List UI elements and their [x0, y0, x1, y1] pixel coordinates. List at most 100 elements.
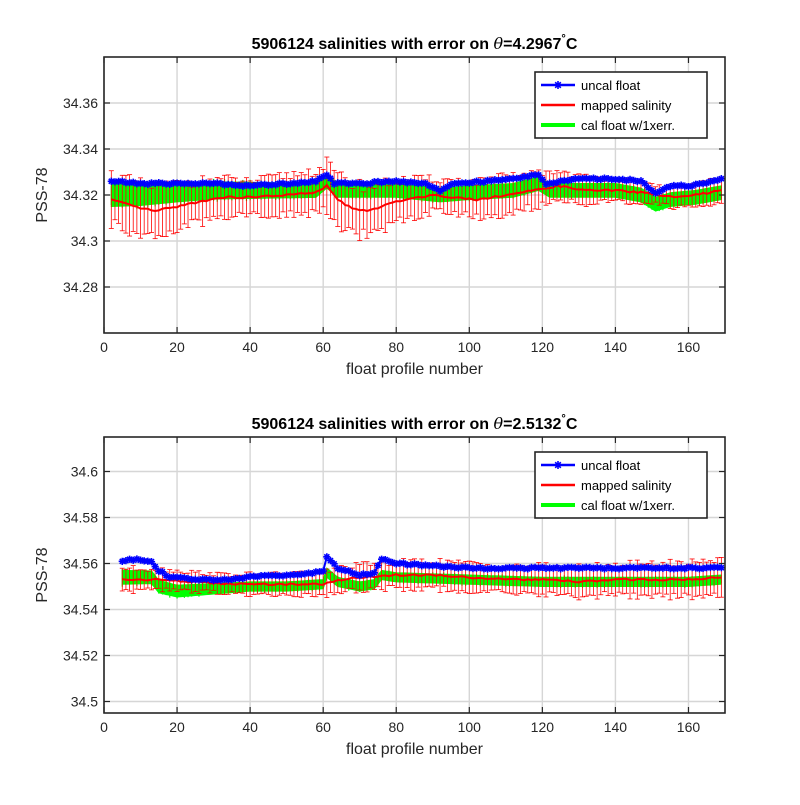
uncal-float-marker — [199, 575, 207, 583]
uncal-float-marker — [651, 189, 660, 197]
uncal-float-marker — [509, 564, 517, 572]
uncal-float-marker — [151, 179, 159, 187]
uncal-float-marker — [447, 563, 455, 571]
uncal-float-marker — [593, 564, 601, 572]
uncal-float-marker — [213, 179, 221, 187]
uncal-float-marker — [301, 570, 309, 578]
uncal-float-marker — [151, 562, 159, 571]
uncal-float-marker — [436, 562, 444, 570]
uncal-float-marker — [407, 178, 415, 186]
uncal-float-marker — [549, 179, 557, 187]
uncal-float-marker — [681, 565, 689, 573]
uncal-float-marker — [399, 559, 408, 567]
uncal-float-marker — [659, 186, 667, 194]
uncal-float-marker — [231, 181, 240, 190]
uncal-float-marker — [557, 177, 565, 185]
uncal-float-marker — [356, 572, 364, 580]
uncal-float-marker — [432, 561, 441, 569]
x-tick-label: 80 — [388, 719, 404, 735]
uncal-float-marker — [224, 576, 232, 584]
x-tick-label: 140 — [604, 719, 628, 735]
uncal-float-marker — [301, 178, 309, 187]
uncal-float-marker — [341, 179, 349, 187]
uncal-float-marker — [673, 564, 682, 573]
uncal-float-marker — [535, 564, 543, 572]
uncal-float-marker — [626, 175, 634, 183]
uncal-float-marker — [630, 176, 638, 184]
uncal-float-marker — [589, 564, 598, 572]
uncal-float-marker — [169, 573, 178, 581]
uncal-float-marker — [710, 177, 718, 185]
mapped-salinity-line — [122, 573, 722, 587]
uncal-float-marker — [363, 570, 371, 579]
uncal-float-marker — [209, 576, 218, 584]
uncal-float-marker — [378, 555, 386, 563]
y-axis-label: PSS-78 — [34, 167, 51, 222]
uncal-float-marker — [608, 565, 616, 573]
uncal-float-marker — [567, 563, 576, 571]
uncal-float-marker — [454, 564, 462, 572]
x-tick-label: 20 — [169, 339, 185, 355]
uncal-float-marker — [695, 565, 704, 573]
uncal-float-marker — [202, 179, 210, 187]
chart-title-part: ° — [561, 413, 565, 425]
uncal-float-marker — [334, 179, 342, 187]
uncal-float-marker — [319, 567, 327, 575]
uncal-float-marker — [250, 182, 258, 190]
x-tick-label: 160 — [677, 339, 701, 355]
legend-label-3: cal float w/1xerr. — [581, 498, 675, 513]
uncal-float-marker — [326, 556, 335, 565]
uncal-float-marker — [184, 575, 192, 583]
uncal-float-marker — [641, 179, 649, 188]
uncal-float-marker — [432, 185, 441, 193]
uncal-float-marker — [524, 173, 532, 181]
x-axis-label: float profile number — [346, 361, 484, 378]
uncal-float-marker — [648, 186, 656, 195]
uncal-float-marker — [414, 179, 422, 188]
x-tick-label: 60 — [315, 719, 331, 735]
uncal-float-marker — [458, 179, 466, 187]
uncal-float-marker — [600, 565, 609, 573]
legend-label-2: mapped salinity — [581, 478, 672, 493]
uncal-float-marker — [483, 565, 492, 573]
uncal-float-marker — [381, 556, 389, 564]
x-axis-label: float profile number — [346, 741, 484, 758]
uncal-float-marker — [253, 573, 262, 581]
uncal-float-marker — [166, 573, 174, 582]
uncal-float-marker — [564, 177, 572, 185]
uncal-float-marker — [279, 179, 287, 187]
uncal-float-marker — [454, 179, 462, 187]
uncal-float-marker — [155, 567, 163, 575]
uncal-float-marker — [162, 572, 170, 580]
uncal-float-marker — [575, 564, 583, 572]
uncal-float-marker — [122, 557, 130, 565]
uncal-float-marker — [684, 563, 693, 571]
uncal-float-marker — [385, 177, 393, 185]
uncal-float-marker — [447, 180, 455, 189]
uncal-float-marker — [304, 178, 313, 187]
uncal-float-marker — [290, 179, 298, 187]
x-tick-label: 20 — [169, 719, 185, 735]
uncal-float-marker — [429, 562, 437, 570]
uncal-float-marker — [180, 180, 188, 188]
chart-2: 0 20 40 60 80 100 120 140 160 34.5 34.52 34.54 34.56… — [34, 413, 726, 758]
uncal-float-marker — [670, 565, 678, 573]
uncal-float-marker — [246, 572, 254, 580]
legend-label-1: uncal float — [581, 458, 641, 473]
uncal-float-marker — [250, 572, 258, 580]
uncal-float-marker — [443, 183, 451, 191]
uncal-float-marker — [242, 181, 251, 189]
uncal-float-marker — [304, 569, 313, 577]
uncal-float-marker — [655, 564, 663, 572]
uncal-float-marker — [666, 564, 674, 573]
y-tick-label: 34.5 — [71, 694, 98, 710]
uncal-float-marker — [531, 171, 539, 179]
uncal-float-marker — [312, 178, 320, 186]
y-tick-label: 34.54 — [63, 602, 98, 618]
uncal-float-marker — [491, 564, 499, 573]
uncal-float-marker — [129, 556, 137, 564]
uncal-float-marker — [611, 564, 620, 572]
uncal-float-marker — [586, 563, 594, 572]
uncal-float-marker — [535, 171, 543, 179]
uncal-float-marker — [578, 174, 587, 183]
